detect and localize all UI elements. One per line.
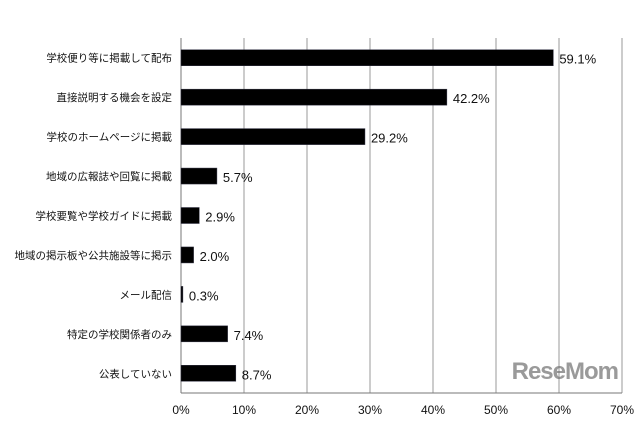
x-tick-label: 60%	[547, 403, 571, 417]
category-label: 地域の掲示板や公共施設等に掲示	[15, 249, 173, 262]
x-tick-label: 70%	[610, 403, 634, 417]
data-label: 7.4%	[234, 328, 264, 343]
data-label: 42.2%	[453, 91, 490, 106]
category-label: 学校のホームページに掲載	[47, 131, 173, 144]
category-label: 直接説明する機会を設定	[57, 91, 173, 104]
bar	[180, 207, 200, 224]
resemom-logo: ReseMom	[511, 358, 619, 385]
data-label: 8.7%	[242, 367, 272, 382]
category-label: メール配信	[120, 289, 173, 301]
bar	[180, 167, 218, 185]
category-label: 地域の広報誌や回覧に掲載	[46, 170, 172, 183]
x-tick-label: 30%	[358, 403, 382, 417]
data-label: 0.3%	[189, 288, 219, 303]
bar	[180, 286, 184, 303]
data-label: 2.9%	[205, 210, 235, 225]
category-label: 学校要覧や学校ガイドに掲載	[36, 210, 173, 223]
data-label: 59.1%	[559, 52, 596, 67]
bar	[180, 246, 194, 264]
data-label: 5.7%	[223, 170, 253, 185]
category-label: 学校便り等に掲載して配布	[46, 52, 172, 65]
bar	[180, 128, 366, 145]
category-label: 公表していない	[99, 367, 172, 380]
x-tick-label: 0%	[172, 403, 190, 417]
bar	[180, 325, 228, 343]
category-label: 特定の学校関係者のみ	[67, 328, 172, 341]
x-tick-label: 20%	[295, 403, 319, 417]
bar	[180, 49, 554, 66]
data-label: 2.0%	[200, 249, 230, 264]
data-label: 29.2%	[371, 131, 408, 146]
x-tick-label: 40%	[421, 403, 445, 417]
bar	[180, 88, 448, 106]
x-tick-label: 10%	[232, 403, 256, 417]
bar	[180, 365, 237, 382]
x-tick-label: 50%	[484, 403, 508, 417]
